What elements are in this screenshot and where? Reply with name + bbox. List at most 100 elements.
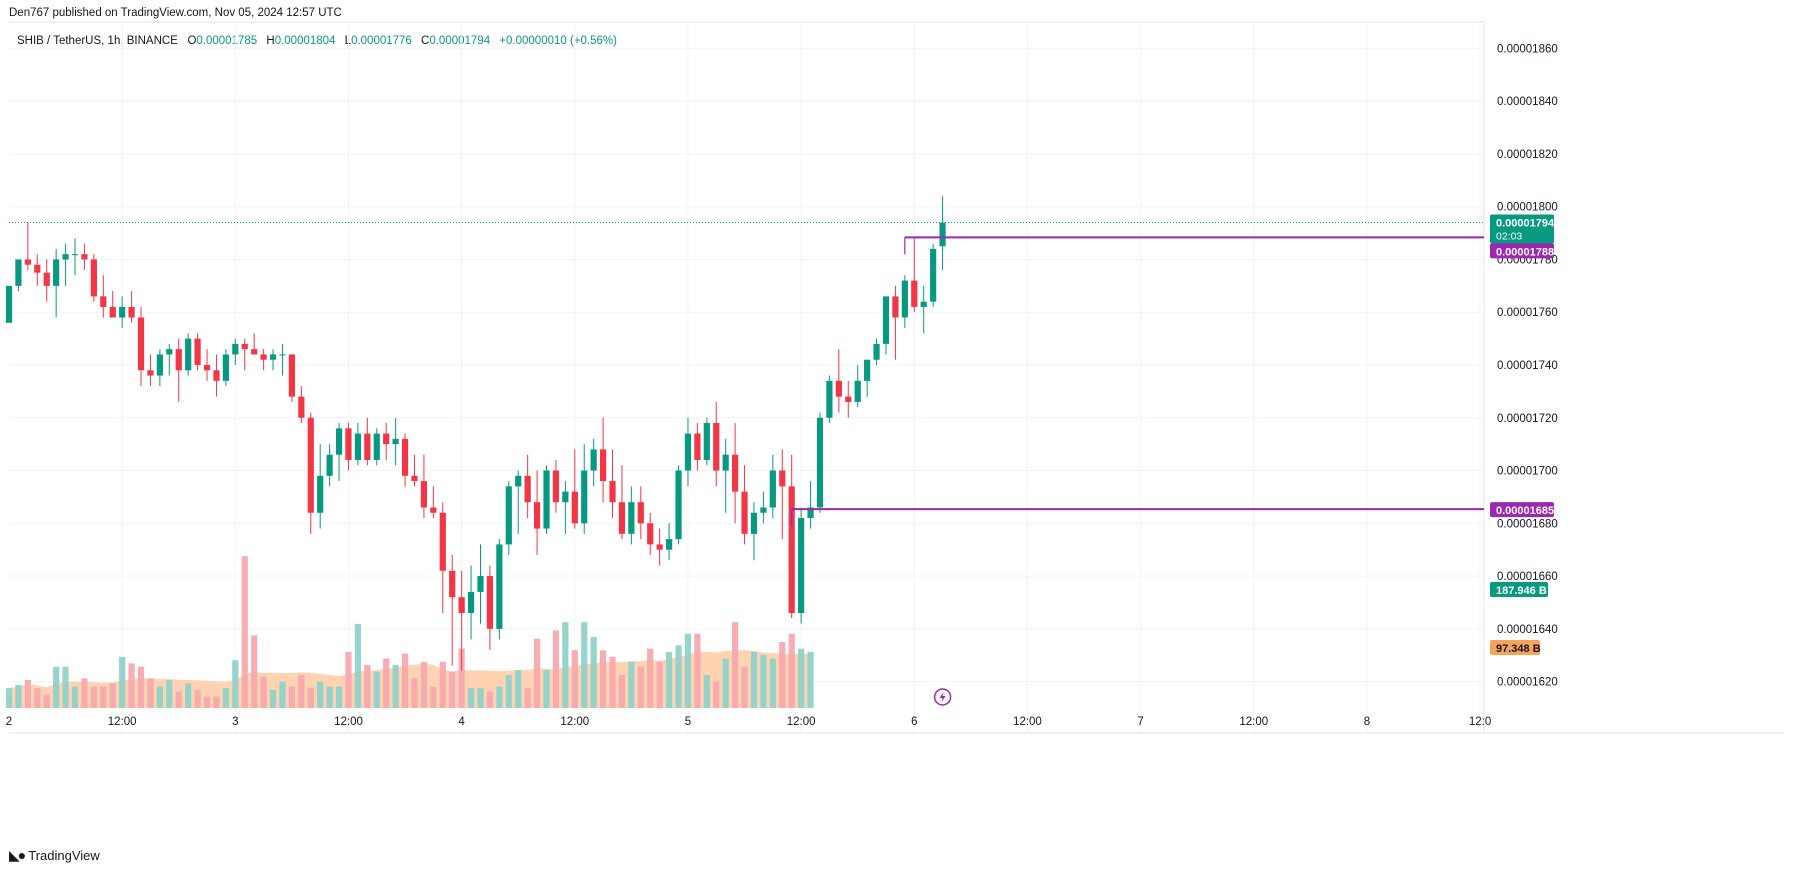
candle-down bbox=[345, 428, 352, 460]
candle-down bbox=[260, 354, 267, 360]
candle-down bbox=[307, 417, 314, 513]
volume-bar-down bbox=[637, 666, 644, 708]
volume-bar-up bbox=[515, 670, 522, 708]
volume-bar-down bbox=[147, 678, 154, 708]
symbol-name[interactable]: SHIB / TetherUS, 1h, BINANCE bbox=[17, 35, 178, 47]
candle-down bbox=[788, 486, 795, 614]
volume-bar-up bbox=[373, 671, 380, 708]
low-label: L bbox=[344, 35, 352, 47]
candle-down bbox=[486, 576, 494, 629]
volume-bar-up bbox=[581, 622, 588, 708]
candle-down bbox=[618, 502, 626, 534]
candle-down bbox=[430, 507, 437, 513]
volume-bar-down bbox=[552, 630, 560, 708]
volume-bar-up bbox=[666, 651, 673, 708]
volume-bar-down bbox=[741, 666, 748, 708]
level-price-label-bg bbox=[1490, 243, 1554, 259]
candle-up bbox=[373, 433, 380, 460]
level-price-label: 0.00001685 bbox=[1496, 505, 1554, 517]
candle-up bbox=[119, 306, 126, 318]
candles bbox=[5, 196, 946, 672]
time-tick-label: 12:00 bbox=[787, 716, 816, 728]
candle-down bbox=[411, 475, 418, 482]
candle-down bbox=[439, 512, 446, 571]
volume-bar-up bbox=[269, 689, 277, 708]
time-tick-label: 5 bbox=[685, 716, 691, 728]
volume-bar-up bbox=[335, 686, 343, 708]
volume-value-label-bg bbox=[1490, 582, 1548, 597]
volume-bar-down bbox=[260, 676, 267, 708]
candle-down bbox=[420, 481, 428, 508]
close-value: 0.00001794 bbox=[429, 35, 491, 47]
time-tick-label: 12:00 bbox=[1239, 716, 1268, 728]
candle-down bbox=[401, 438, 409, 476]
candle-down bbox=[90, 259, 97, 297]
candle-up bbox=[760, 507, 767, 513]
tradingview-logo-icon: ◣● bbox=[9, 847, 26, 863]
bolt-glyph bbox=[939, 692, 946, 702]
volume-bar-down bbox=[307, 688, 314, 708]
horizontal-levels[interactable] bbox=[9, 222, 1484, 527]
candle-down bbox=[100, 296, 107, 307]
volume-bar-down bbox=[251, 635, 258, 708]
candle-up bbox=[769, 470, 776, 508]
candle-up bbox=[222, 354, 229, 381]
time-tick-label: 7 bbox=[1137, 716, 1143, 728]
volume-bar-down bbox=[194, 689, 201, 708]
volume-bar-down bbox=[81, 678, 88, 708]
volume-bar-up bbox=[392, 665, 399, 708]
time-tick-label: 12:0 bbox=[1469, 716, 1491, 728]
price-tick-label: 0.00001680 bbox=[1497, 518, 1558, 530]
candle-up bbox=[15, 259, 22, 286]
volume-bar-down bbox=[203, 696, 211, 708]
last-price-label: 0.00001794 bbox=[1496, 218, 1555, 230]
candle-up bbox=[920, 301, 927, 307]
time-tick-label: 12:00 bbox=[1013, 716, 1042, 728]
volume-bar-up bbox=[722, 658, 729, 708]
volume-bar-up bbox=[156, 686, 163, 708]
volume-bar-down bbox=[486, 691, 494, 708]
candle-up bbox=[477, 576, 484, 592]
volume-bar-up bbox=[769, 658, 776, 708]
volume-bar-down bbox=[128, 663, 135, 708]
candle-up bbox=[505, 486, 512, 545]
candle-up bbox=[798, 518, 805, 614]
publish-info: Den767 published on TradingView.com, Nov… bbox=[9, 7, 342, 19]
grid bbox=[9, 21, 1784, 734]
candle-up bbox=[543, 470, 550, 529]
candle-down bbox=[656, 544, 663, 550]
price-tick-label: 0.00001800 bbox=[1497, 202, 1558, 214]
candle-down bbox=[24, 259, 31, 265]
tradingview-logo[interactable]: ◣● TradingView bbox=[9, 847, 100, 864]
candle-down bbox=[137, 317, 145, 371]
volume-bar-down bbox=[401, 653, 409, 708]
volume-bar-up bbox=[467, 688, 475, 708]
change-value: +0.00000010 (+0.56%) bbox=[499, 35, 617, 47]
candle-down bbox=[43, 272, 50, 286]
price-tick-label: 0.00001660 bbox=[1497, 571, 1558, 583]
time-tick-label: 12:00 bbox=[560, 716, 589, 728]
brand-name: TradingView bbox=[28, 848, 100, 863]
candle-down bbox=[298, 396, 305, 418]
candle-down bbox=[524, 475, 531, 503]
volume-bar-up bbox=[496, 686, 503, 708]
price-tick-label: 0.00001740 bbox=[1497, 360, 1558, 372]
candle-up bbox=[279, 354, 286, 356]
candle-up bbox=[166, 349, 173, 355]
price-tick-label: 0.00001720 bbox=[1497, 413, 1558, 425]
time-tick-label: 3 bbox=[232, 716, 238, 728]
volume-bar-down bbox=[109, 683, 116, 708]
time-tick-label: 6 bbox=[911, 716, 917, 728]
volume-bar-down bbox=[618, 675, 626, 708]
volume-bar-up bbox=[628, 661, 635, 708]
candle-down bbox=[241, 343, 248, 350]
candle-down bbox=[251, 349, 258, 355]
volume-bar-up bbox=[222, 688, 229, 708]
high-value: 0.00001804 bbox=[274, 35, 336, 47]
candle-up bbox=[354, 433, 362, 460]
price-tick-label: 0.00001620 bbox=[1497, 677, 1558, 689]
candle-up bbox=[864, 359, 871, 381]
candle-up bbox=[269, 354, 277, 360]
